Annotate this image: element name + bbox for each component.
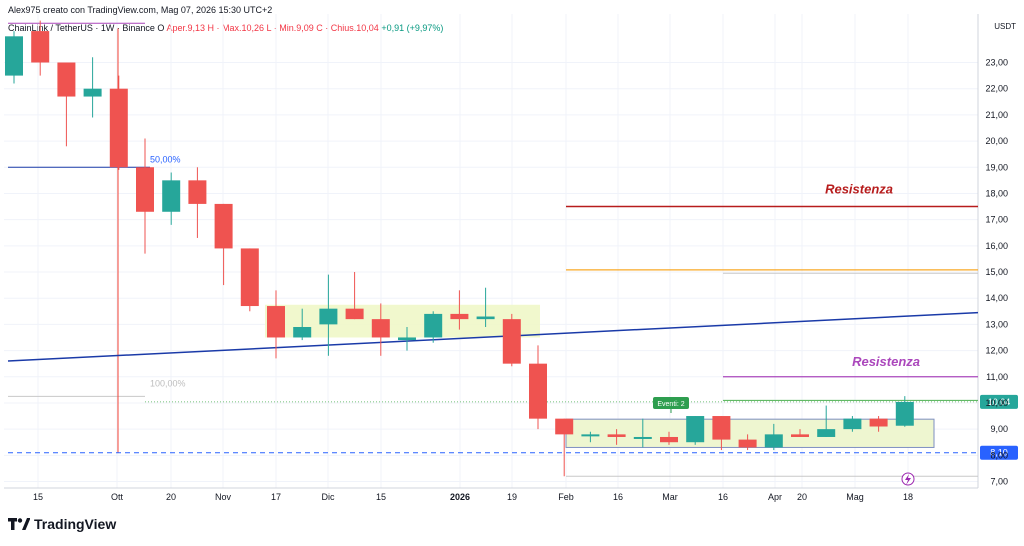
candle-body: [240, 248, 259, 307]
candle-body: [843, 418, 862, 430]
event-badge: [653, 397, 689, 409]
y-tick-label: 11,00: [986, 372, 1008, 382]
candle-body: [5, 36, 23, 76]
open-label: O Aper.9,13: [157, 23, 205, 33]
x-tick-label: 19: [507, 492, 517, 502]
candle-body: [109, 88, 128, 168]
candle-body: [398, 337, 416, 341]
current-price-tag: [980, 394, 1018, 409]
y-tick-label: 7,00: [990, 477, 1008, 487]
x-tick-label: 16: [613, 492, 623, 502]
candle-body: [869, 418, 888, 427]
y-tick-label: 9,00: [990, 424, 1008, 434]
y-tick-label: 10,00: [985, 398, 1008, 408]
candle-body: [424, 313, 443, 338]
currency-label: USDT: [994, 22, 1016, 31]
candle-body: [293, 326, 312, 338]
high-label: H · Max.10,26: [207, 23, 265, 33]
tradingview-logo[interactable]: TradingView: [8, 516, 116, 532]
candle-body: [214, 203, 233, 249]
x-tick-label: 20: [797, 492, 807, 502]
candle-body: [188, 180, 207, 204]
current-price-label: 10,04: [988, 397, 1011, 407]
event-badge-label: Eventi: 2: [657, 401, 684, 408]
symbol-info-line: ChainLink / TetherUS · 1W · Binance O Ap…: [8, 23, 443, 33]
candle-body: [895, 401, 914, 426]
candle-body: [817, 429, 836, 437]
x-tick-label: 16: [718, 492, 728, 502]
lightning-icon-bolt: [905, 474, 911, 485]
fib-50-label: 50,00%: [150, 154, 181, 164]
x-tick-label: 15: [33, 492, 43, 502]
candle-body: [371, 319, 390, 338]
y-tick-label: 12,00: [985, 346, 1008, 356]
y-tick-label: 19,00: [985, 162, 1008, 172]
brand-name: TradingView: [34, 516, 117, 532]
x-tick-label: 15: [376, 492, 386, 502]
y-tick-label: 17,00: [985, 215, 1008, 225]
y-tick-label: 23,00: [985, 58, 1008, 68]
candle-body: [555, 418, 574, 435]
candle-body: [267, 306, 285, 338]
x-tick-label: 20: [166, 492, 176, 502]
y-tick-label: 20,00: [985, 136, 1008, 146]
y-tick-label: 8,00: [990, 450, 1008, 460]
candle-body: [450, 313, 469, 320]
x-tick-label: Apr: [768, 492, 782, 502]
close-label: C · Chius.10,04: [316, 23, 379, 33]
candle-body: [162, 180, 181, 212]
change-label: +0,91 (+9,97%): [381, 23, 444, 33]
candle-body: [502, 319, 521, 364]
candle-body: [529, 363, 547, 419]
support-price-tag: [980, 445, 1018, 460]
candle-body: [319, 308, 338, 325]
y-tick-label: 18,00: [985, 188, 1008, 198]
candle-body: [57, 62, 76, 97]
tradingview-logo-icon: [8, 518, 30, 530]
x-tick-label: 17: [271, 492, 281, 502]
symbol-name[interactable]: ChainLink / TetherUS · 1W · Binance: [8, 23, 155, 33]
resistance-label-red: Resistenza: [825, 182, 893, 197]
support-price-label: 8,10: [990, 448, 1008, 458]
candle-body: [607, 434, 626, 437]
y-tick-label: 16,00: [985, 241, 1008, 251]
x-tick-label: 18: [903, 492, 913, 502]
candle-body: [791, 434, 809, 437]
candle-body: [686, 416, 705, 443]
y-tick-label: 15,00: [985, 267, 1008, 277]
x-tick-label: Mar: [662, 492, 678, 502]
candle-body: [136, 167, 154, 212]
candle-body: [83, 88, 102, 97]
y-tick-label: 22,00: [985, 84, 1008, 94]
x-tick-label: Feb: [558, 492, 574, 502]
candle-body: [764, 434, 783, 448]
candle-body: [738, 439, 757, 448]
x-tick-label: Dic: [322, 492, 335, 502]
x-tick-label: Ott: [111, 492, 124, 502]
x-tick-label: Nov: [215, 492, 232, 502]
resistance-label-purple: Resistenza: [852, 354, 920, 369]
x-tick-label: 2026: [450, 492, 470, 502]
low-label: L · Min.9,09: [266, 23, 314, 33]
x-tick-label: Mag: [846, 492, 864, 502]
candle-body: [660, 436, 678, 443]
y-tick-label: 13,00: [985, 319, 1008, 329]
y-tick-label: 14,00: [985, 293, 1008, 303]
candle-body: [581, 434, 600, 437]
candle-body: [31, 31, 50, 63]
candle-body: [712, 416, 731, 440]
fib-100-label: 100,00%: [150, 378, 186, 388]
chart-author-line: Alex975 creato con TradingView.com, Mag …: [8, 5, 273, 15]
candle-body: [476, 316, 495, 320]
candle-body: [633, 436, 652, 439]
candle-body: [345, 308, 364, 320]
y-tick-label: 21,00: [985, 110, 1008, 120]
trendline: [7, 311, 979, 362]
